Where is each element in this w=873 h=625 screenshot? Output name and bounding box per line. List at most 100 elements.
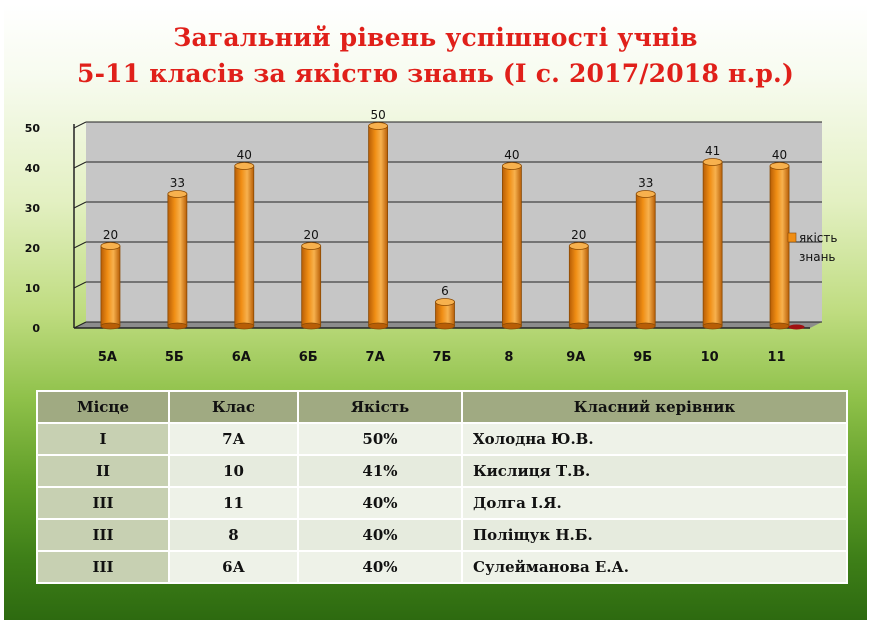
x-tick-label: 7Б bbox=[433, 350, 452, 365]
bar bbox=[568, 245, 589, 327]
title-line-2: 5-11 класів за якістю знань (І с. 2017/2… bbox=[77, 59, 794, 88]
bar bbox=[301, 245, 322, 327]
header-teacher: Класний керівник bbox=[461, 390, 848, 424]
table-header-row: Місце Клас Якість Класний керівник bbox=[36, 390, 848, 424]
y-tick-label: 50 bbox=[25, 122, 41, 135]
data-label: 33 bbox=[170, 176, 185, 190]
gridline-diagonal bbox=[73, 201, 87, 209]
gridline-diagonal bbox=[73, 161, 87, 169]
data-label: 40 bbox=[504, 148, 519, 162]
cell-teacher: Долга І.Я. bbox=[461, 486, 848, 520]
data-label: 6 bbox=[441, 284, 449, 298]
cell-place: ІІІ bbox=[36, 486, 170, 520]
y-tick-label: 0 bbox=[32, 322, 40, 335]
bar bbox=[502, 165, 522, 327]
slide-title: Загальний рівень успішності учнів 5-11 к… bbox=[4, 20, 867, 92]
bar-cap bbox=[234, 162, 255, 170]
data-label: 20 bbox=[103, 228, 118, 242]
cell-place: ІІІ bbox=[36, 518, 170, 552]
y-tick-label: 10 bbox=[25, 282, 41, 295]
table-row: ІІІ 8 40% Поліщук Н.Б. bbox=[36, 518, 848, 552]
bar-cap bbox=[301, 242, 322, 250]
y-tick-label: 20 bbox=[25, 242, 41, 255]
cell-quality: 50% bbox=[297, 422, 463, 456]
bar-base bbox=[702, 322, 723, 330]
cell-class: 11 bbox=[168, 486, 299, 520]
bar-base bbox=[368, 322, 388, 330]
cell-class: 10 bbox=[168, 454, 299, 488]
bar-base bbox=[502, 322, 522, 330]
ranking-table: Місце Клас Якість Класний керівник І 7А … bbox=[36, 390, 848, 584]
table-row: І 7А 50% Холодна Ю.В. bbox=[36, 422, 848, 456]
bar-cap bbox=[100, 242, 121, 250]
cell-class: 8 bbox=[168, 518, 299, 552]
cell-quality: 40% bbox=[297, 550, 463, 584]
header-quality: Якість bbox=[297, 390, 463, 424]
bar-base bbox=[769, 322, 790, 330]
bar-cap bbox=[368, 122, 388, 130]
legend-label: якість bbox=[799, 231, 837, 245]
cell-quality: 40% bbox=[297, 518, 463, 552]
floor-marker bbox=[788, 324, 805, 330]
header-place: Місце bbox=[36, 390, 170, 424]
bar-cap bbox=[769, 162, 790, 170]
cell-place: ІІ bbox=[36, 454, 170, 488]
bar-base bbox=[100, 322, 121, 330]
bar-base bbox=[635, 322, 656, 330]
cell-teacher: Холодна Ю.В. bbox=[461, 422, 848, 456]
gridline-diagonal bbox=[73, 321, 87, 329]
x-tick-label: 5А bbox=[98, 350, 117, 365]
cell-quality: 40% bbox=[297, 486, 463, 520]
bar-cap bbox=[435, 298, 455, 306]
bar-cap bbox=[702, 158, 723, 166]
data-label: 40 bbox=[237, 148, 252, 162]
cell-teacher: Кислиця Т.В. bbox=[461, 454, 848, 488]
x-tick-label: 6Б bbox=[299, 350, 318, 365]
table-row: ІІІ 6А 40% Сулейманова Е.А. bbox=[36, 550, 848, 584]
x-tick-label: 9А bbox=[566, 350, 585, 365]
x-tick-label: 10 bbox=[701, 350, 719, 365]
x-tick-label: 8 bbox=[504, 350, 513, 365]
bar bbox=[368, 125, 388, 327]
x-tick-label: 9Б bbox=[633, 350, 652, 365]
data-label: 50 bbox=[370, 108, 385, 122]
bar bbox=[635, 193, 656, 327]
bar-cap bbox=[635, 190, 656, 198]
data-label: 40 bbox=[772, 148, 787, 162]
bar-cap bbox=[568, 242, 589, 250]
y-tick-label: 40 bbox=[25, 162, 41, 175]
x-tick-label: 6А bbox=[232, 350, 251, 365]
bar-chart: 0 10 20 30 40 50 20 5А 33 5Б 40 6А 20 6Б 50 7А 6 7Б 40 8 20 9… bbox=[25, 108, 838, 365]
x-tick-label: 5Б bbox=[165, 350, 184, 365]
title-line-1: Загальний рівень успішності учнів bbox=[173, 23, 698, 52]
slide: Загальний рівень успішності учнів 5-11 к… bbox=[4, 4, 867, 620]
data-label: 33 bbox=[638, 176, 653, 190]
legend-swatch bbox=[787, 232, 797, 243]
bar bbox=[234, 165, 255, 327]
cell-class: 6А bbox=[168, 550, 299, 584]
cell-teacher: Сулейманова Е.А. bbox=[461, 550, 848, 584]
cell-quality: 41% bbox=[297, 454, 463, 488]
table-row: ІІІ 11 40% Долга І.Я. bbox=[36, 486, 848, 520]
cell-place: ІІІ bbox=[36, 550, 170, 584]
cell-teacher: Поліщук Н.Б. bbox=[461, 518, 848, 552]
header-class: Клас bbox=[168, 390, 299, 424]
y-tick-label: 30 bbox=[25, 202, 41, 215]
bar-base bbox=[301, 322, 322, 330]
legend-label: знань bbox=[799, 250, 836, 264]
bar-cap bbox=[167, 190, 188, 198]
bar bbox=[167, 193, 188, 327]
bar-base bbox=[167, 322, 188, 330]
data-label: 20 bbox=[304, 228, 319, 242]
bar-cap bbox=[502, 162, 522, 170]
gridline-diagonal bbox=[73, 241, 87, 249]
gridline-diagonal bbox=[73, 121, 87, 129]
x-tick-label: 7А bbox=[366, 350, 385, 365]
bar-base bbox=[234, 322, 255, 330]
bar bbox=[100, 245, 121, 327]
cell-class: 7А bbox=[168, 422, 299, 456]
table-row: ІІ 10 41% Кислиця Т.В. bbox=[36, 454, 848, 488]
data-label: 41 bbox=[705, 144, 720, 158]
gridline-diagonal bbox=[73, 281, 87, 289]
cell-place: І bbox=[36, 422, 170, 456]
